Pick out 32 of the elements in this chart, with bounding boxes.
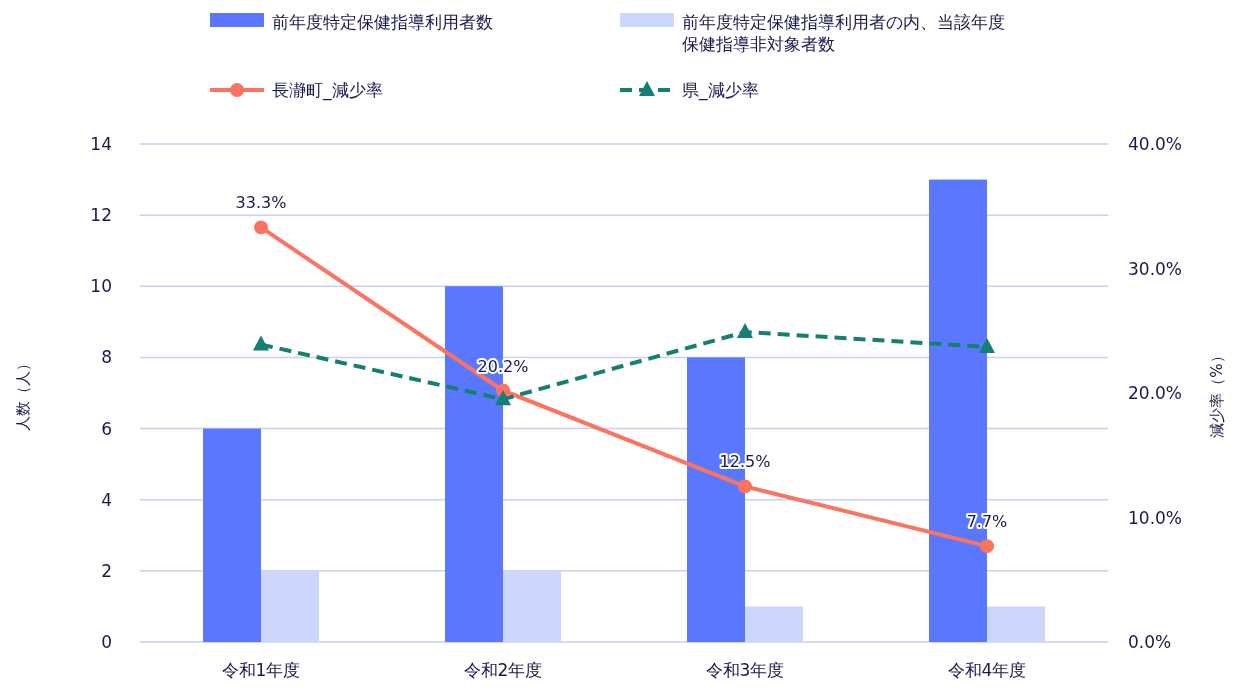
- point: [738, 479, 752, 494]
- y-tick-label: 12: [90, 205, 112, 226]
- x-tick-label: 令和4年度: [947, 660, 1027, 680]
- y2-tick-label: 40.0%: [1128, 134, 1183, 154]
- x-tick-label: 令和2年度: [463, 660, 543, 680]
- y-tick-label: 4: [101, 489, 112, 510]
- bar: [203, 428, 261, 642]
- y2-tick-label: 10.0%: [1128, 507, 1183, 528]
- y-tick-label: 10: [90, 276, 112, 297]
- legend-label: 前年度特定保健指導利用者数: [272, 12, 493, 32]
- y-tick-label: 6: [101, 418, 112, 439]
- legend-label: 県_減少率: [682, 80, 759, 101]
- point: [737, 323, 753, 338]
- point: [980, 539, 994, 554]
- legend-label: 前年度特定保健指導利用者の内、当該年度保健指導非対象者数: [682, 12, 1005, 55]
- data-label: 20.2%: [477, 356, 529, 376]
- y-tick-label: 14: [90, 134, 112, 154]
- y2-axis-title: 減少率（%）: [1208, 348, 1226, 438]
- legend-label: 長瀞町_減少率: [272, 80, 383, 101]
- point: [495, 390, 511, 406]
- data-label: 33.3%: [235, 193, 287, 213]
- y2-tick-label: 0.0%: [1128, 632, 1172, 652]
- y2-tick-label: 30.0%: [1128, 258, 1183, 279]
- x-tick-label: 令和1年度: [221, 660, 301, 680]
- point: [979, 337, 995, 353]
- x-tick-label: 令和3年度: [705, 660, 785, 680]
- y-axis-title: 人数（人）: [14, 355, 32, 431]
- y-tick-label: 0: [101, 632, 112, 652]
- y2-tick-label: 20.0%: [1128, 383, 1183, 403]
- y-tick-label: 2: [101, 560, 112, 581]
- point: [253, 335, 269, 351]
- y-tick-label: 8: [101, 347, 112, 368]
